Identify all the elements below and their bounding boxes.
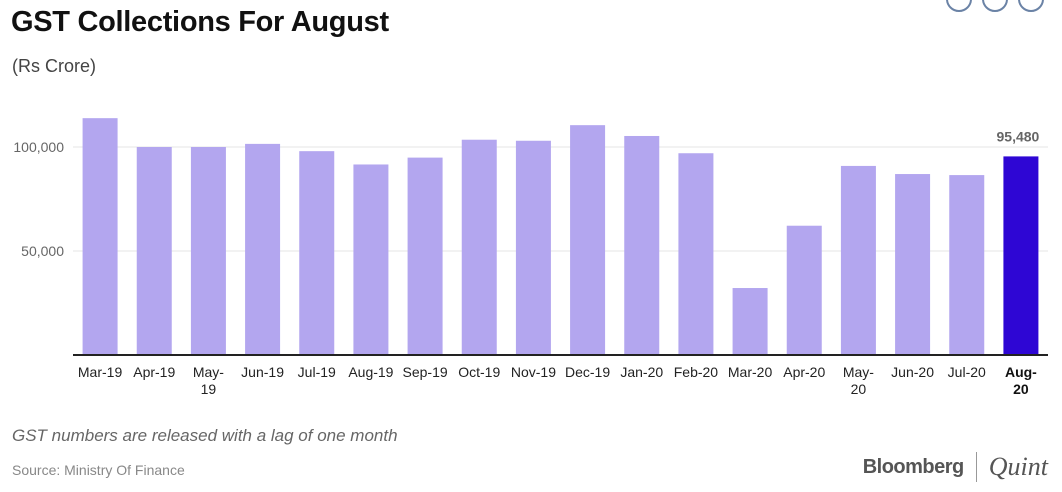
bar xyxy=(245,143,281,355)
bar xyxy=(570,125,606,355)
footnote: GST numbers are released with a lag of o… xyxy=(12,426,398,445)
x-tick-label: Dec-19 xyxy=(565,364,610,380)
bar xyxy=(407,157,443,355)
brand-logo: Bloomberg Quint xyxy=(863,452,1048,482)
data-label: 95,480 xyxy=(997,128,1040,144)
bar xyxy=(353,164,389,355)
bar xyxy=(624,135,660,355)
bar-chart: 50,000 100,000 95,480 Mar-19 Apr-19 May-19 Jun… xyxy=(13,118,1048,397)
x-tick-label: Oct-19 xyxy=(458,364,500,380)
bar xyxy=(515,140,551,355)
bar xyxy=(732,288,768,355)
brand-divider xyxy=(975,452,977,482)
x-tick-label: Feb-20 xyxy=(674,364,719,380)
bar xyxy=(895,174,931,355)
y-tick-label: 100,000 xyxy=(13,139,64,155)
bar xyxy=(678,153,714,355)
x-tick-label: Jun-19 xyxy=(241,364,284,380)
x-tick-label: Jan-20 xyxy=(620,364,663,380)
x-tick-label: Apr-20 xyxy=(783,364,825,380)
x-tick-label: Aug-20 xyxy=(1005,364,1037,397)
x-tick-label: May-19 xyxy=(193,364,224,397)
bar xyxy=(949,175,985,355)
share-icon[interactable] xyxy=(982,0,1008,12)
share-icons[interactable] xyxy=(946,0,1044,12)
bar xyxy=(136,147,172,355)
x-tick-label: Mar-19 xyxy=(78,364,123,380)
x-tick-label: Mar-20 xyxy=(728,364,773,380)
x-tick-label: Jul-20 xyxy=(948,364,986,380)
bar xyxy=(299,151,335,355)
x-tick-label: Aug-19 xyxy=(348,364,393,380)
bar xyxy=(461,139,497,355)
share-icon[interactable] xyxy=(1018,0,1044,12)
chart-subtitle: (Rs Crore) xyxy=(12,56,96,76)
x-tick-label: Nov-19 xyxy=(511,364,556,380)
x-tick-label: May-20 xyxy=(843,364,874,397)
chart-title: GST Collections For August xyxy=(11,6,389,38)
x-tick-label: Apr-19 xyxy=(133,364,175,380)
y-tick-label: 50,000 xyxy=(21,243,64,259)
bar xyxy=(840,165,876,355)
bar xyxy=(82,118,118,355)
x-tick-label: Jun-20 xyxy=(891,364,934,380)
brand-quint: Quint xyxy=(988,452,1048,481)
source-text: Source: Ministry Of Finance xyxy=(12,462,185,478)
bar xyxy=(1003,156,1039,355)
share-icon[interactable] xyxy=(946,0,972,12)
x-tick-label: Jul-19 xyxy=(298,364,336,380)
bar xyxy=(190,147,226,355)
x-tick-label: Sep-19 xyxy=(403,364,448,380)
brand-bloomberg: Bloomberg xyxy=(862,455,965,478)
bar xyxy=(786,225,822,355)
